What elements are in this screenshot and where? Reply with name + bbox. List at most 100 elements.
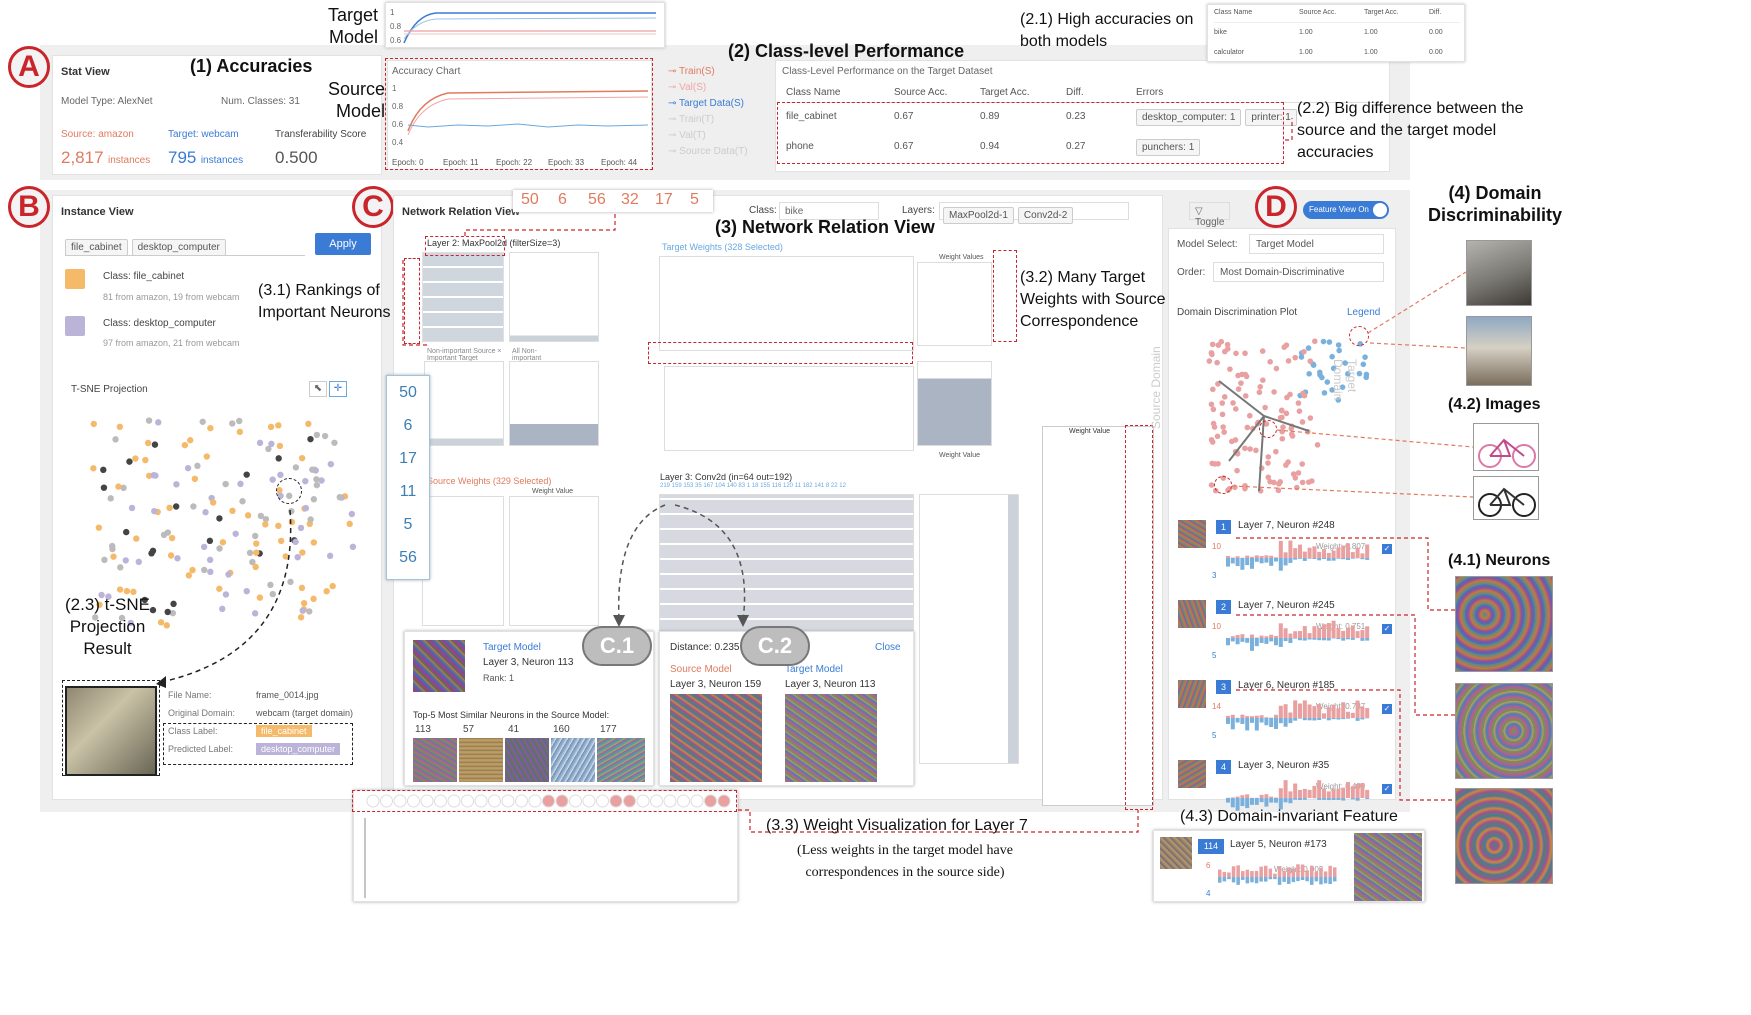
target-point[interactable] (1330, 365, 1337, 372)
tsne-point[interactable] (120, 484, 127, 492)
tsne-point[interactable] (257, 512, 265, 520)
tsne-point[interactable] (190, 503, 197, 510)
source-point[interactable] (1271, 479, 1277, 486)
tsne-point[interactable] (269, 476, 276, 483)
source-point[interactable] (1292, 354, 1298, 361)
similar-thumb[interactable] (459, 738, 503, 782)
tsne-point[interactable] (326, 552, 334, 560)
tsne-point[interactable] (229, 420, 236, 427)
weight-circle[interactable] (407, 794, 420, 808)
source-point[interactable] (1265, 460, 1271, 466)
source-point[interactable] (1299, 419, 1306, 425)
weight-circle[interactable] (569, 794, 582, 808)
source-point[interactable] (1221, 394, 1228, 400)
tsne-point[interactable] (98, 591, 105, 599)
weight-circle[interactable] (380, 794, 393, 808)
tsne-point[interactable] (189, 566, 196, 574)
similar-thumb[interactable] (551, 738, 595, 782)
tsne-point[interactable] (299, 607, 306, 614)
tsne-point[interactable] (191, 475, 199, 483)
source-point[interactable] (1212, 461, 1218, 467)
tsne-point[interactable] (105, 593, 112, 600)
weight-circle[interactable] (677, 794, 690, 808)
source-point[interactable] (1224, 346, 1231, 352)
tsne-point[interactable] (282, 553, 289, 560)
neuron-checkbox[interactable]: ✓ (1382, 784, 1392, 794)
tsne-point[interactable] (127, 619, 134, 627)
tsne-point[interactable] (253, 540, 260, 547)
source-point[interactable] (1283, 410, 1290, 417)
tsne-point[interactable] (310, 496, 318, 503)
legend-val-t[interactable]: ⊸ Val(T) (668, 130, 706, 141)
target-point[interactable] (1316, 369, 1323, 376)
source-point[interactable] (1253, 447, 1259, 454)
source-point[interactable] (1208, 437, 1215, 443)
neuron-row[interactable]: 2 Layer 7, Neuron #245 Weight: 0.751 10 5 ✓ (1176, 596, 1396, 666)
source-point[interactable] (1244, 424, 1251, 431)
target-point[interactable] (1324, 379, 1331, 385)
tsne-point[interactable] (300, 599, 308, 607)
tsne-point[interactable] (135, 558, 142, 566)
target-point[interactable] (1335, 397, 1342, 403)
source-point[interactable] (1227, 366, 1233, 372)
tsne-point[interactable] (298, 454, 306, 462)
source-point[interactable] (1230, 400, 1236, 406)
legend-target-s[interactable]: ⊸ Target Data(S) (668, 98, 745, 109)
legend-val-s[interactable]: ⊸ Val(S) (668, 82, 707, 93)
source-point[interactable] (1307, 358, 1314, 364)
tsne-point[interactable] (117, 564, 124, 571)
tsne-point[interactable] (349, 543, 357, 551)
source-point[interactable] (1285, 358, 1292, 364)
target-point[interactable] (1335, 342, 1342, 348)
apply-button[interactable]: Apply (315, 233, 371, 255)
weight-circle[interactable] (623, 794, 636, 808)
tsne-point[interactable] (169, 609, 177, 617)
tsne-point[interactable] (123, 587, 131, 595)
source-point[interactable] (1211, 424, 1218, 430)
th-source-acc[interactable]: Source Acc. (894, 87, 948, 98)
source-point[interactable] (1257, 383, 1264, 390)
tsne-point[interactable] (243, 471, 250, 478)
tsne-point[interactable] (151, 507, 158, 515)
tsne-point[interactable] (91, 614, 99, 621)
source-point[interactable] (1208, 350, 1215, 356)
tsne-point[interactable] (236, 417, 243, 425)
tsne-point[interactable] (222, 591, 230, 598)
tsne-point[interactable] (216, 545, 223, 552)
tsne-point[interactable] (100, 484, 108, 491)
tsne-point[interactable] (95, 524, 103, 531)
table-row[interactable]: bike 1.00 1.00 0.00 (1214, 29, 1460, 41)
weight-circle[interactable] (636, 794, 650, 808)
source-point[interactable] (1256, 389, 1263, 396)
source-point[interactable] (1314, 442, 1321, 448)
tsne-point[interactable] (307, 516, 314, 523)
tsne-point[interactable] (101, 556, 108, 564)
table-row[interactable]: phone 0.67 0.94 0.27 punchers: 1 (786, 139, 1376, 161)
popup-th-3[interactable]: Diff. (1429, 9, 1442, 16)
tsne-point[interactable] (207, 568, 214, 576)
tsne-point[interactable] (327, 460, 335, 468)
weight-circle[interactable] (609, 794, 623, 808)
source-point[interactable] (1215, 342, 1222, 348)
tsne-point[interactable] (173, 481, 180, 488)
tsne-point[interactable] (148, 550, 155, 557)
tsne-point[interactable] (216, 515, 223, 522)
th-diff[interactable]: Diff. (1066, 87, 1084, 98)
tsne-point[interactable] (229, 507, 236, 515)
tsne-point[interactable] (116, 586, 124, 593)
tsne-point[interactable] (149, 606, 157, 614)
weight-circle[interactable] (650, 794, 663, 808)
source-point[interactable] (1208, 482, 1215, 488)
tsne-point[interactable] (163, 622, 171, 629)
th-class-name[interactable]: Class Name (786, 87, 841, 98)
target-point[interactable] (1356, 370, 1363, 377)
neuron-row[interactable]: 1 Layer 7, Neuron #248 Weight: 0.807 10 3 ✓ (1176, 516, 1396, 586)
error-chip[interactable]: punchers: 1 (1136, 139, 1201, 156)
class-filter-input[interactable]: file_cabinet desktop_computer (65, 234, 305, 256)
tsne-point[interactable] (309, 466, 316, 473)
weight-circle[interactable] (596, 794, 609, 808)
weight-circle[interactable] (528, 794, 542, 808)
target-point[interactable] (1306, 371, 1312, 377)
tsne-point[interactable] (199, 418, 206, 425)
source-point[interactable] (1210, 386, 1216, 393)
